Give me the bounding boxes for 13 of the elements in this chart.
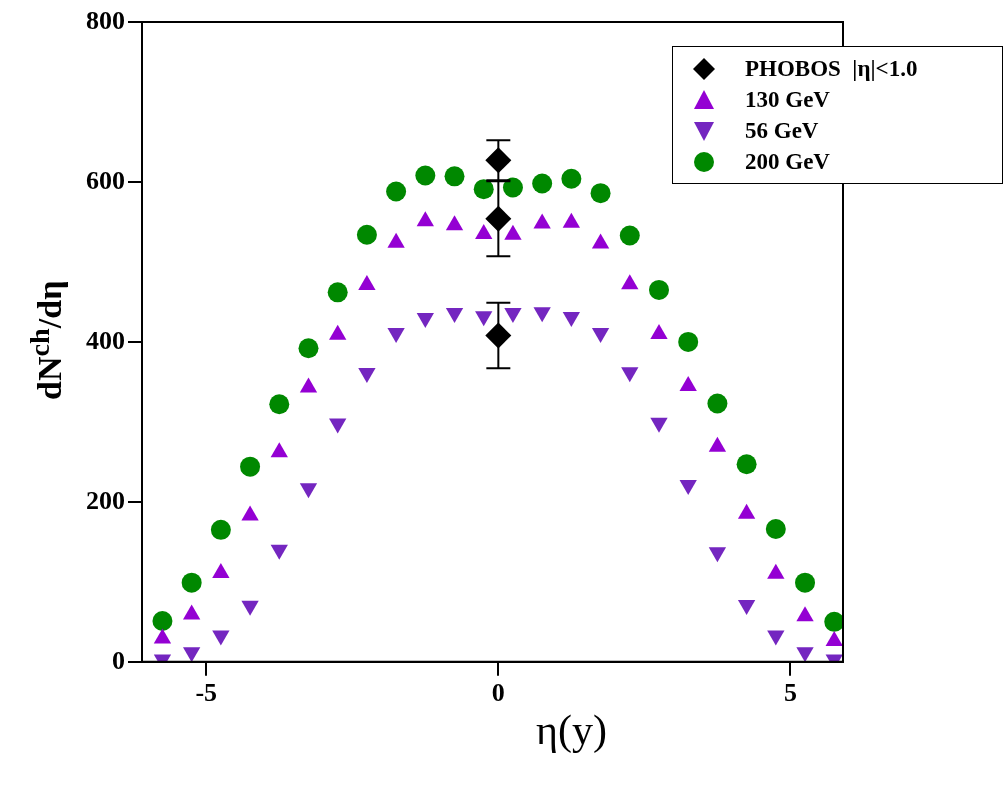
x-tick-label: 5 [783,678,797,708]
y-tick-label: 0 [112,645,125,675]
y-tick-label: 800 [86,5,125,35]
y-tick-label: 600 [86,165,125,195]
y-tick-label: 400 [86,325,125,355]
legend-label: 130 GeV [745,86,830,113]
legend-label: 56 GeV [745,117,819,144]
legend-label: PHOBOS |η|<1.0 [745,55,918,82]
x-tick-label: -5 [195,678,218,708]
x-axis-title: η(y) [535,706,608,754]
y-tick-label: 200 [86,485,125,515]
x-tick-label: 0 [491,678,505,708]
legend-label: 200 GeV [745,148,830,175]
